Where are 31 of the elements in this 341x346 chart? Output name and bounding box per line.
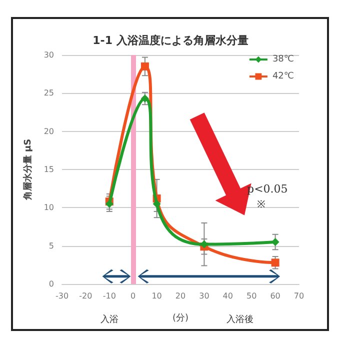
x-tick-label: 30 [199,292,210,300]
x-axis-title: (分) [172,312,189,324]
legend-label: 38℃ [272,54,294,64]
text: 入浴 [100,314,118,325]
text: 入浴後 [226,314,254,325]
x-tick-label: 50 [246,292,257,300]
x-tick-label: 60 [270,292,280,300]
legend-label: 42℃ [272,72,294,82]
x-tick-label: 20 [175,292,186,300]
point [152,200,161,208]
point [271,238,280,246]
point [140,94,149,103]
annotation: ※ [257,200,266,211]
y-tick-label: 25 [44,88,54,98]
point [140,62,149,70]
y-tick-label: 5 [48,241,54,250]
y-tick-label: 30 [44,50,54,60]
y-axis-title: 角層水分量 μS [22,138,34,202]
x-tick-label: -10 [102,292,116,300]
x-tick-label: -30 [55,292,69,300]
x-tick-label: 40 [222,292,233,300]
y-tick-label: 0 [48,280,54,288]
y-tick-label: 15 [44,165,54,174]
point [271,258,280,267]
x-tick-label: 0 [130,292,136,300]
chart-title: 1-1 入浴温度による角層水分量 [92,34,248,47]
x-tick-label: -20 [79,292,92,300]
y-tick-label: 20 [44,126,54,136]
x-tick-label: 10 [152,292,162,300]
y-tick-label: 10 [44,203,54,212]
x-tick-label: 70 [294,292,304,300]
